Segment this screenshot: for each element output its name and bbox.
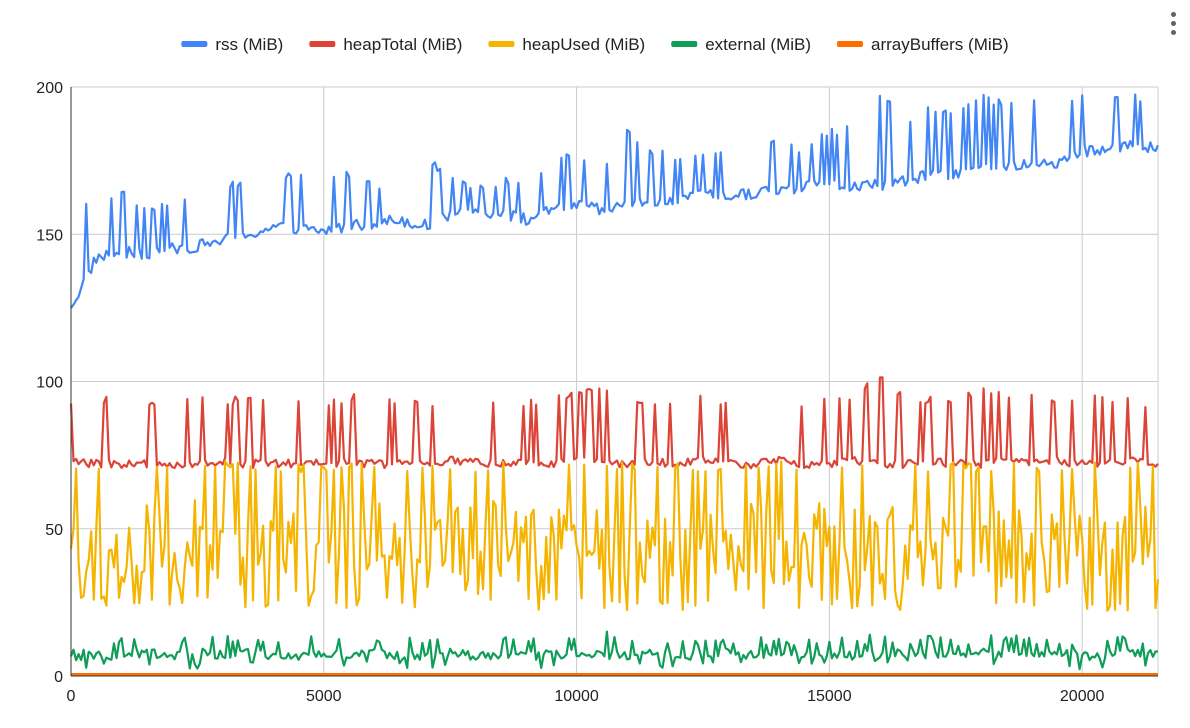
legend-swatch — [181, 41, 208, 47]
x-tick-label: 5000 — [306, 688, 342, 705]
menu-dot-1 — [1171, 12, 1176, 17]
y-tick-label: 0 — [54, 669, 63, 686]
series-line-heapUsed — [69, 460, 1160, 612]
legend-item: rss (MiB) — [181, 35, 283, 54]
x-tick-label: 20000 — [1060, 688, 1105, 705]
axes: 0 50 100 150 200 0 5000 10000 15000 20000 — [36, 80, 1158, 705]
series-lines — [69, 93, 1160, 676]
series-line-rss — [70, 93, 1160, 309]
legend-item: external (MiB) — [671, 35, 811, 54]
y-tick-label: 200 — [36, 80, 63, 97]
legend-label: heapUsed (MiB) — [522, 35, 645, 54]
series-line-heapTotal — [69, 376, 1159, 470]
legend-swatch — [837, 41, 864, 47]
series-line-external — [69, 630, 1158, 671]
legend-label: external (MiB) — [705, 35, 811, 54]
legend-item: heapTotal (MiB) — [309, 35, 462, 54]
legend-label: rss (MiB) — [215, 35, 283, 54]
x-tick-label: 15000 — [807, 688, 852, 705]
legend-label: heapTotal (MiB) — [343, 35, 462, 54]
y-tick-label: 100 — [36, 375, 63, 392]
menu-dot-3 — [1171, 30, 1176, 35]
legend-swatch — [309, 41, 336, 47]
more-vert-icon[interactable] — [1165, 10, 1183, 38]
legend-label: arrayBuffers (MiB) — [871, 35, 1009, 54]
y-tick-label: 50 — [45, 522, 63, 539]
menu-dot-2 — [1171, 21, 1176, 26]
legend-item: heapUsed (MiB) — [488, 35, 645, 54]
legend-swatch — [488, 41, 515, 47]
legend: rss (MiB) heapTotal (MiB) heapUsed (MiB) ex… — [181, 35, 1009, 54]
x-tick-label: 10000 — [554, 688, 599, 705]
legend-swatch — [671, 41, 698, 47]
x-tick-label: 0 — [67, 688, 76, 705]
legend-item: arrayBuffers (MiB) — [837, 35, 1009, 54]
y-tick-label: 150 — [36, 227, 63, 244]
